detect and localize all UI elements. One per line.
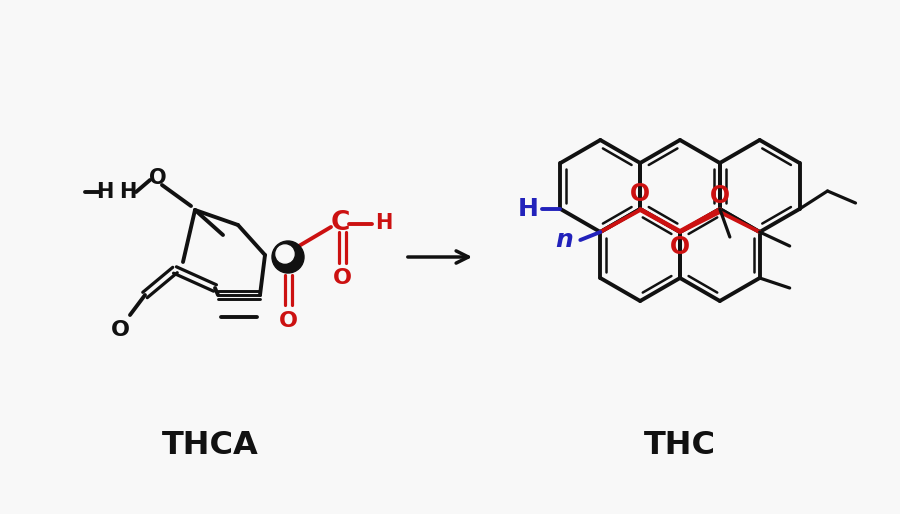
Text: n: n xyxy=(555,228,573,252)
Text: THCA: THCA xyxy=(162,430,258,461)
Circle shape xyxy=(276,245,294,263)
Text: O: O xyxy=(332,268,352,288)
Text: H: H xyxy=(96,182,113,202)
Text: H: H xyxy=(375,213,392,233)
Circle shape xyxy=(272,241,304,273)
Text: H: H xyxy=(120,182,137,202)
Text: H: H xyxy=(518,197,539,221)
Text: O: O xyxy=(111,320,130,340)
Text: O: O xyxy=(278,311,298,331)
Text: THC: THC xyxy=(644,430,716,461)
Text: O: O xyxy=(630,182,650,206)
Text: O: O xyxy=(670,235,690,259)
Text: O: O xyxy=(710,184,730,208)
Text: C: C xyxy=(330,210,350,236)
Text: O: O xyxy=(149,168,166,188)
